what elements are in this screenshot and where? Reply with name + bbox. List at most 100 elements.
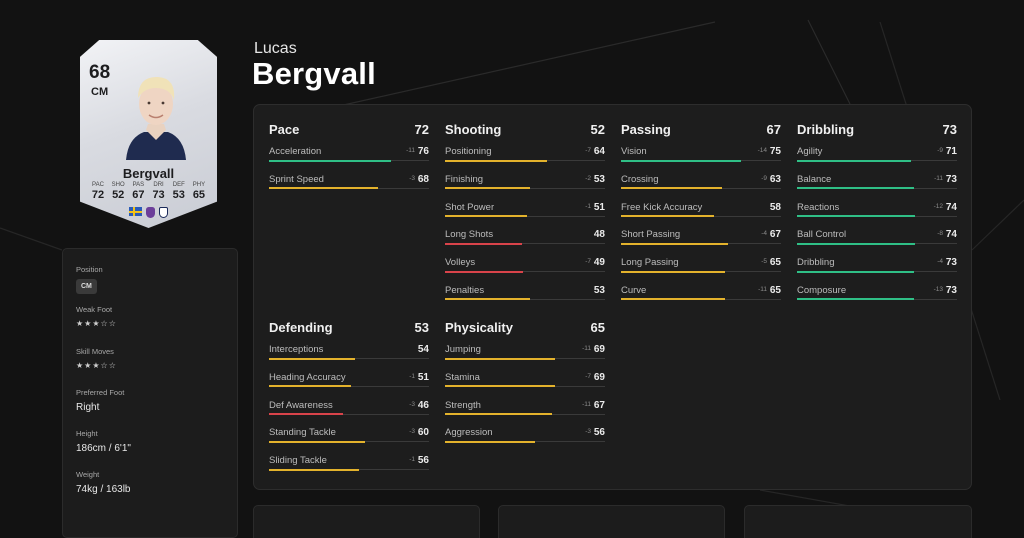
bottom-panel: [744, 505, 972, 538]
attribute-value: 74: [945, 201, 957, 213]
group-header: Passing 67: [621, 122, 781, 146]
group-dribbling: Dribbling 73 Agility -9 71 Balance -11 73 Reacti…: [797, 122, 957, 313]
group-value: 67: [766, 122, 781, 137]
height-label: Height: [76, 429, 98, 438]
attribute-bar-fill: [445, 440, 535, 443]
preferred-foot-value: Right: [76, 402, 100, 413]
attribute-delta: -11: [406, 147, 415, 154]
attribute-row: Free Kick Accuracy 58: [621, 202, 781, 230]
attribute-delta: -11: [934, 174, 943, 182]
sweden-flag-icon: [129, 207, 142, 216]
attribute-delta: -3: [409, 428, 415, 436]
attribute-delta: -2: [585, 174, 591, 182]
attribute-bar-fill: [269, 385, 351, 388]
card-stat: PAS 67: [132, 182, 145, 201]
attribute-bar-track: [445, 243, 605, 245]
position-row: Position CM: [76, 265, 103, 294]
card-stat: DRI 73: [152, 182, 165, 201]
position-badge: CM: [76, 279, 97, 294]
skill-moves-stars: ★★★☆☆: [76, 361, 117, 370]
attribute-row: Aggression -3 56: [445, 427, 605, 455]
attribute-bar-fill: [269, 159, 391, 162]
group-header: Shooting 52: [445, 122, 605, 146]
card-rating: 68: [89, 62, 111, 83]
attribute-bar-fill: [445, 413, 553, 416]
player-card[interactable]: 68 CM Bergvall PAC 72 SHO 52 PAS 67 DRI 73 D…: [80, 40, 217, 228]
attribute-delta: -5: [761, 258, 767, 266]
attribute-bar-fill: [621, 242, 729, 245]
attribute-row: Finishing -2 53: [445, 174, 605, 202]
attribute-value: 56: [593, 427, 605, 439]
attribute-delta: -3: [409, 174, 415, 182]
attribute-value: 71: [945, 146, 957, 157]
attribute-row: Positioning -7 64: [445, 146, 605, 174]
attribute-value: 56: [417, 455, 429, 467]
attribute-bar-fill: [269, 357, 356, 360]
height-value: 186cm / 6'1": [76, 443, 131, 454]
attribute-row: Volleys -7 49: [445, 257, 605, 285]
attribute-delta: -3: [585, 428, 591, 436]
group-shooting: Shooting 52 Positioning -7 64 Finishing -2 53 Sh…: [445, 122, 605, 313]
skill-moves-label: Skill Moves: [76, 347, 114, 356]
attribute-name: Sliding Tackle: [269, 455, 327, 467]
attribute-name: Acceleration: [269, 146, 322, 157]
group-value: 52: [590, 122, 605, 137]
attribute-bar-fill: [445, 187, 530, 190]
position-label: Position: [76, 265, 103, 274]
card-stat: SHO 52: [111, 182, 125, 201]
attribute-name: Free Kick Accuracy: [621, 201, 703, 213]
attribute-bar-fill: [445, 385, 556, 388]
attribute-bar-fill: [797, 270, 914, 273]
attribute-row: Jumping -11 69: [445, 344, 605, 372]
attribute-row: Sliding Tackle -1 56: [269, 455, 429, 483]
attribute-row: Penalties 53: [445, 285, 605, 313]
attribute-bar-fill: [445, 298, 530, 301]
group-name: Shooting: [445, 122, 502, 137]
attribute-name: Agility: [797, 146, 823, 157]
attribute-name: Vision: [621, 146, 647, 157]
group-name: Defending: [269, 320, 333, 335]
attribute-delta: -11: [582, 400, 591, 408]
card-position: CM: [91, 86, 109, 98]
attribute-bar-fill: [797, 242, 916, 245]
attribute-delta: -4: [761, 230, 767, 238]
weak-foot-label: Weak Foot: [76, 305, 113, 314]
attribute-row: Dribbling -4 73: [797, 257, 957, 285]
attribute-delta: -12: [933, 202, 943, 210]
attribute-bar-track: [269, 413, 429, 415]
attribute-row: Long Shots 48: [445, 229, 605, 257]
attribute-value: 74: [945, 229, 957, 241]
attribute-row: Interceptions 54: [269, 344, 429, 372]
attribute-delta: -7: [585, 372, 591, 380]
attribute-value: 65: [769, 284, 781, 296]
attribute-bar-fill: [445, 215, 527, 218]
attribute-row: Composure -13 73: [797, 285, 957, 313]
attribute-row: Agility -9 71: [797, 146, 957, 174]
attribute-row: Stamina -7 69: [445, 372, 605, 400]
attribute-bar-fill: [269, 468, 359, 471]
player-last-name: Bergvall: [252, 56, 376, 91]
player-first-name: Lucas: [254, 40, 297, 57]
attribute-name: Finishing: [445, 173, 484, 185]
attribute-value: 60: [417, 427, 429, 439]
weight-value: 74kg / 163lb: [76, 484, 131, 495]
attribute-bar-fill: [621, 159, 741, 162]
attribute-value: 69: [593, 344, 605, 355]
attribute-name: Crossing: [621, 173, 659, 185]
weak-foot-stars: ★★★☆☆: [76, 319, 117, 328]
attribute-delta: -9: [761, 174, 767, 182]
group-passing: Passing 67 Vision -14 75 Crossing -9 63 Free Kic…: [621, 122, 781, 313]
attribute-name: Jumping: [445, 344, 481, 355]
attribute-name: Sprint Speed: [269, 173, 324, 185]
attribute-row: Sprint Speed -3 68: [269, 174, 429, 202]
attribute-bar-fill: [621, 270, 725, 273]
bottom-panel: [498, 505, 725, 538]
attribute-name: Long Shots: [445, 229, 494, 241]
attribute-bar-fill: [797, 187, 914, 190]
group-header: Physicality 65: [445, 320, 605, 344]
attribute-name: Composure: [797, 284, 847, 296]
attribute-name: Aggression: [445, 427, 493, 439]
attribute-value: 73: [945, 284, 957, 296]
attribute-name: Heading Accuracy: [269, 371, 346, 383]
weight-row: Weight 74kg / 163lb: [76, 470, 131, 495]
